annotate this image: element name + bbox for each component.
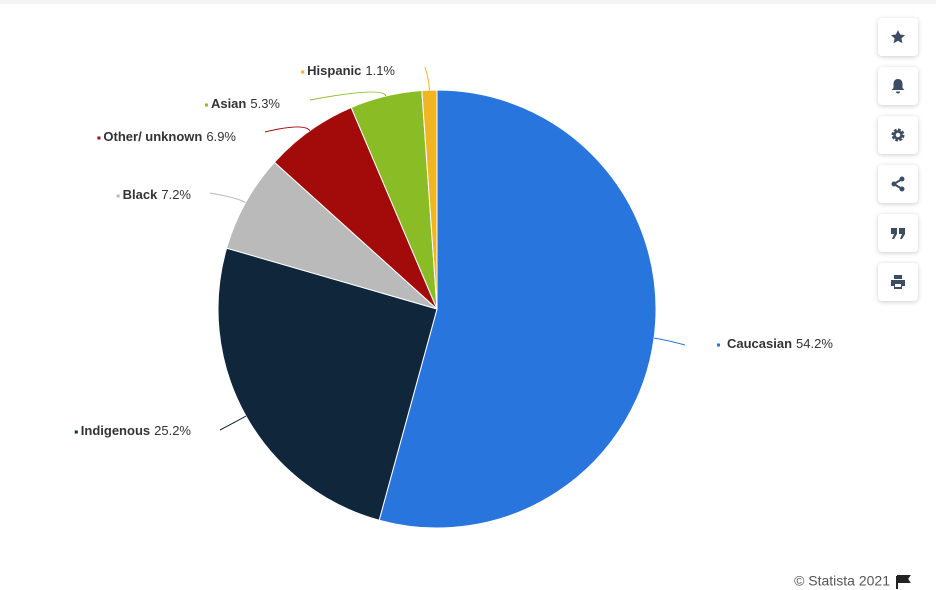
value-label: 25.2%: [154, 423, 191, 438]
connector-line: [264, 126, 311, 133]
data-label: Other/ unknown 6.9%: [103, 129, 236, 144]
connector-line: [219, 415, 247, 431]
connector-line: [653, 337, 686, 346]
star-icon: [891, 30, 905, 44]
settings-button[interactable]: [878, 116, 918, 154]
bell-icon: [891, 79, 905, 94]
pie-slice: [225, 161, 438, 310]
pie-slice: [217, 247, 438, 521]
legend-bullet: [204, 103, 208, 107]
chart-card: © Statista 2021 Caucasian 54.2% Indigenous…: [0, 4, 936, 590]
value-label: 5.3%: [250, 96, 280, 111]
category-name: Caucasian: [727, 336, 792, 351]
value-label: 1.1%: [365, 63, 395, 78]
print-icon: [891, 275, 905, 289]
pie-slice: [421, 89, 438, 310]
share-button[interactable]: [878, 165, 918, 203]
data-label: Black 7.2%: [123, 187, 192, 202]
data-label: Asian 5.3%: [211, 96, 280, 111]
category-name: Asian: [211, 96, 246, 111]
connector-line: [209, 192, 246, 203]
data-label: Caucasian 54.2%: [727, 336, 833, 351]
legend-bullet: [301, 70, 305, 74]
connector-line: [309, 91, 387, 101]
value-label: 6.9%: [206, 129, 236, 144]
category-name: Indigenous: [81, 423, 150, 438]
alert-button[interactable]: [878, 67, 918, 105]
value-label: 54.2%: [796, 336, 833, 351]
category-name: Hispanic: [307, 63, 361, 78]
flag-icon: [896, 575, 911, 589]
cite-button[interactable]: [878, 214, 918, 252]
legend-bullet: [717, 343, 720, 347]
chart: © Statista 2021 Caucasian 54.2% Indigenous…: [74, 63, 911, 589]
print-button[interactable]: [878, 263, 918, 301]
value-label: 7.2%: [161, 187, 191, 202]
data-label: Hispanic 1.1%: [307, 63, 395, 78]
quote-icon: [891, 228, 905, 239]
credit: © Statista 2021: [794, 573, 890, 589]
legend-bullet: [116, 194, 120, 198]
pie-slice: [378, 89, 657, 529]
category-name: Black: [123, 187, 158, 202]
share-icon: [891, 176, 905, 192]
favorite-button[interactable]: [878, 18, 918, 56]
gear-icon: [891, 128, 905, 142]
legend-bullet: [74, 430, 78, 434]
connector-line: [424, 66, 430, 91]
legend-bullet: [97, 136, 101, 140]
data-label: Indigenous 25.2%: [81, 423, 192, 438]
category-name: Other/ unknown: [103, 129, 202, 144]
